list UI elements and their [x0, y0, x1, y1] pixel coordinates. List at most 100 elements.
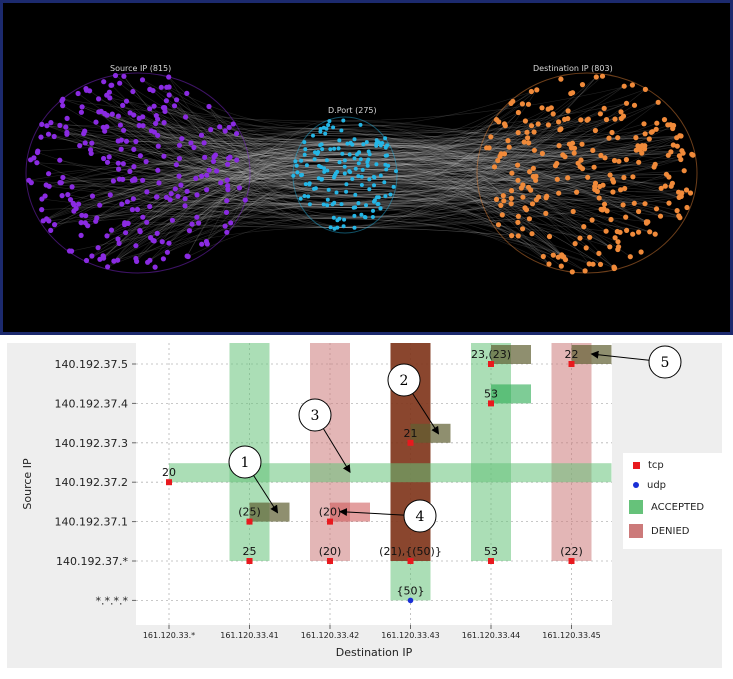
dport-node	[383, 136, 388, 141]
graph-edge	[81, 106, 340, 163]
tcp-square-icon	[633, 461, 640, 469]
graph-edge	[378, 142, 562, 256]
legend-item-tcp: tcp	[629, 457, 664, 473]
destination-ip-node	[646, 136, 652, 142]
destination-ip-node	[524, 129, 530, 135]
graph-edge	[322, 148, 627, 231]
source-ip-node	[130, 196, 136, 202]
callout-arrow	[412, 393, 440, 435]
graph-edge	[210, 129, 356, 196]
graph-edge	[106, 179, 370, 237]
source-ip-node	[152, 264, 158, 270]
source-ip-node	[59, 98, 65, 104]
graph-edge	[321, 85, 625, 168]
graph-edge	[354, 158, 595, 190]
source-ip-node	[225, 155, 232, 161]
graph-edge	[172, 164, 307, 221]
graph-edge	[206, 174, 374, 178]
graph-edge	[118, 115, 364, 145]
destination-ip-node	[562, 116, 568, 122]
graph-edge	[355, 112, 519, 196]
graph-edge	[107, 183, 306, 268]
dport-node	[331, 125, 336, 130]
graph-edge	[329, 84, 633, 122]
graph-edge	[323, 168, 657, 210]
graph-edge	[376, 196, 562, 267]
source-ip-node	[35, 148, 41, 154]
dport-node	[366, 157, 371, 162]
dport-node	[306, 194, 311, 199]
source-ip-node	[82, 128, 88, 134]
destination-ip-node	[525, 135, 531, 141]
source-ip-node	[139, 77, 146, 83]
graph-edge	[126, 141, 367, 143]
destination-ip-node	[562, 154, 568, 160]
source-ip-node	[123, 230, 129, 236]
destination-ip-node	[630, 231, 636, 237]
graph-edge	[339, 123, 539, 141]
destination-ip-node	[579, 141, 585, 147]
destination-ip-node	[571, 145, 578, 151]
graph-edge	[149, 154, 358, 261]
source-ip-node	[224, 198, 230, 204]
source-ip-node	[104, 159, 111, 165]
dport-node	[326, 187, 331, 192]
destination-ip-node	[508, 188, 515, 194]
dport-node	[291, 173, 296, 178]
graph-edge	[103, 186, 394, 257]
graph-edge	[360, 124, 647, 224]
destination-ip-node	[623, 214, 629, 220]
destination-ip-node	[596, 250, 602, 256]
destination-ip-node	[621, 174, 627, 181]
graph-edge	[355, 189, 687, 196]
source-ip-node	[172, 186, 178, 192]
graph-edge	[301, 151, 671, 176]
graph-edge	[95, 166, 322, 222]
destination-ip-node	[633, 135, 639, 141]
tcp-point	[246, 518, 253, 525]
source-ip-node	[89, 193, 96, 199]
source-ip-node	[110, 178, 116, 184]
graph-edge	[358, 163, 672, 187]
graph-edge	[314, 151, 503, 216]
graph-edge	[54, 136, 335, 178]
dport-node	[334, 190, 339, 195]
graph-edge	[321, 138, 650, 168]
destination-ip-node	[636, 229, 642, 235]
tcp-point	[568, 558, 575, 564]
graph-edge	[118, 115, 302, 176]
udp-dot-icon	[633, 482, 639, 488]
dport-node	[364, 203, 368, 208]
graph-edge	[99, 163, 359, 206]
graph-edge	[315, 108, 605, 189]
graph-edge	[122, 105, 340, 163]
dport-nodes	[291, 118, 398, 231]
destination-ip-node	[548, 105, 554, 111]
graph-edge	[158, 145, 388, 184]
graph-edge	[169, 94, 316, 153]
source-ip-node	[46, 183, 52, 189]
graph-edge	[219, 126, 297, 166]
graph-edge	[49, 151, 316, 187]
graph-edge	[367, 161, 631, 257]
source-ip-node	[208, 127, 214, 133]
graph-edge	[385, 89, 646, 139]
graph-edge	[309, 183, 619, 242]
y-tick-label: 140.192.37.5	[55, 358, 128, 371]
graph-edge	[339, 161, 662, 189]
graph-edge	[163, 107, 335, 176]
destination-ip-node	[602, 155, 608, 161]
graph-edge	[325, 133, 606, 159]
graph-edge	[312, 119, 588, 136]
graph-edge	[372, 119, 588, 212]
source-ip-node	[198, 132, 205, 138]
source-ip-node	[154, 230, 160, 236]
source-ip-node	[111, 258, 117, 264]
destination-ip-node	[515, 233, 521, 239]
graph-edge	[376, 145, 582, 161]
graph-edge	[304, 145, 560, 156]
graph-edge	[354, 123, 539, 229]
graph-edge	[373, 174, 667, 178]
source-ip-node	[134, 206, 141, 213]
source-ip-node	[48, 120, 54, 126]
